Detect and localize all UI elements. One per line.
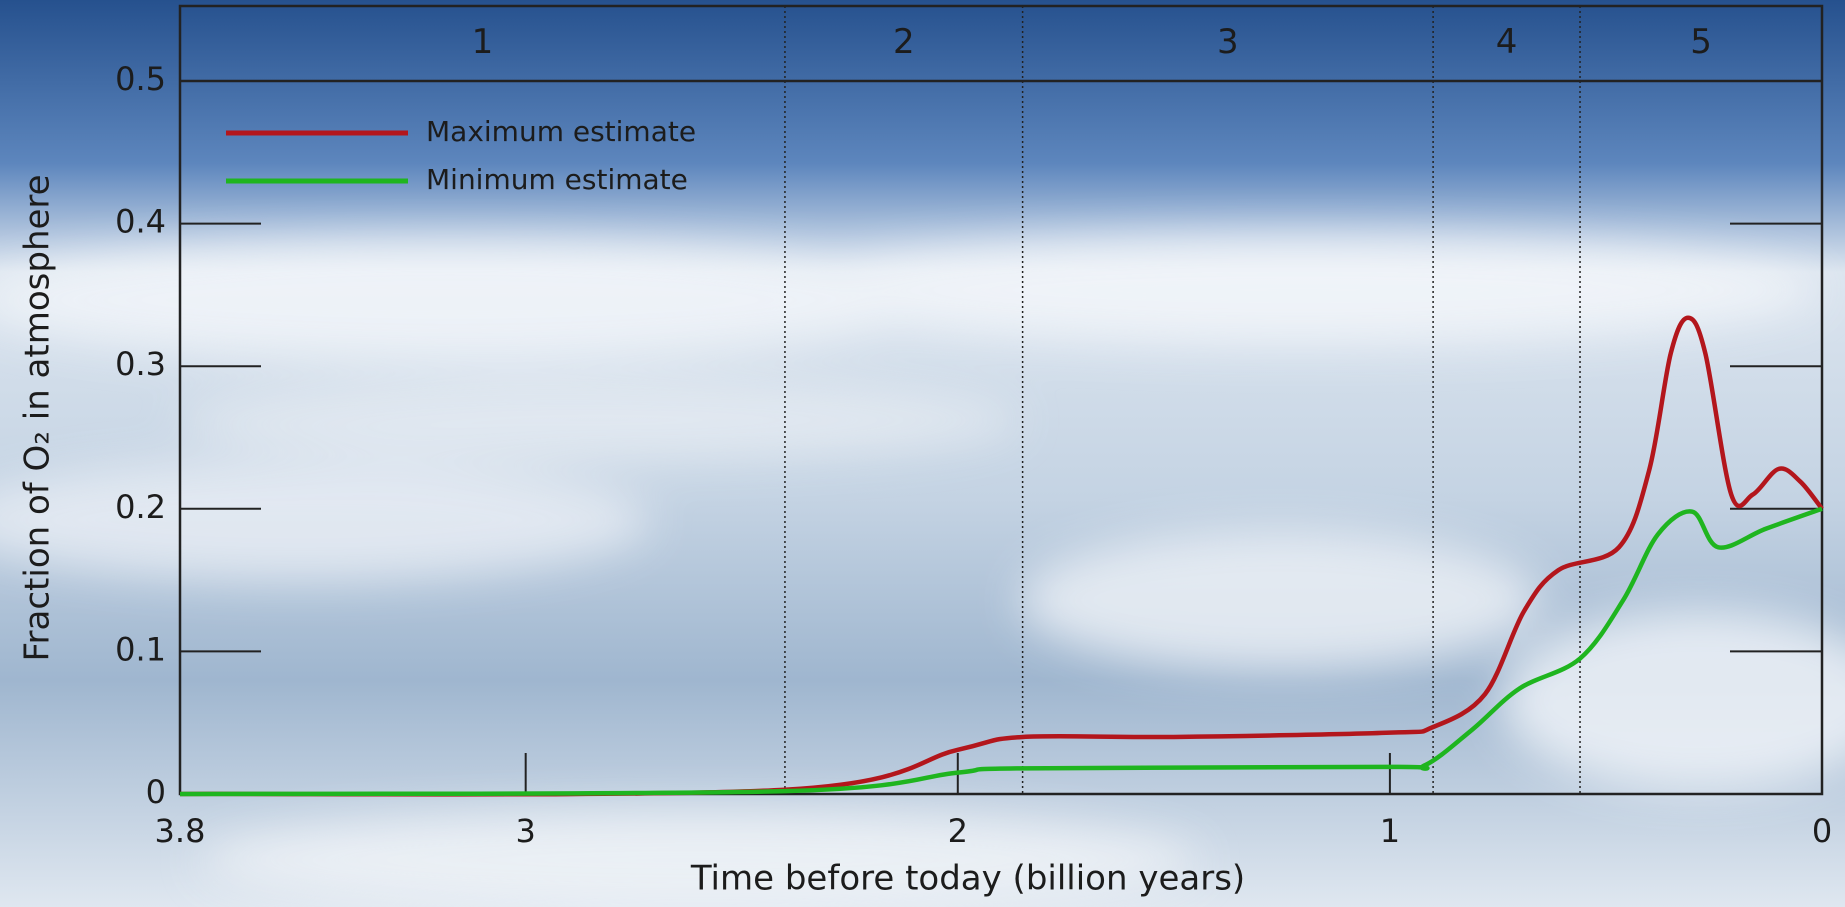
x-axis-title: Time before today (billion years) — [690, 859, 1245, 899]
stage-label: 5 — [1690, 22, 1712, 62]
x-tick-label: 2 — [948, 812, 968, 850]
stage-label: 2 — [893, 22, 915, 62]
x-tick-label: 1 — [1380, 812, 1400, 850]
stage-label: 4 — [1496, 22, 1518, 62]
series-line — [179, 506, 1823, 797]
y-axis-title: Fraction of O₂ in atmosphere — [18, 174, 58, 661]
x-tick-label: 3.8 — [155, 812, 206, 850]
x-tick-label: 0 — [1812, 812, 1832, 850]
stage-label: 3 — [1217, 22, 1239, 62]
series-line — [179, 315, 1824, 797]
legend-label: Maximum estimate — [426, 115, 696, 148]
y-tick-label: 0 — [146, 773, 166, 811]
plot-frame — [178, 4, 1824, 796]
y-tick-label: 0.1 — [115, 630, 166, 668]
x-tick-label: 3 — [516, 812, 536, 850]
y-tick-label: 0.2 — [115, 488, 166, 526]
y-tick-label: 0.3 — [115, 345, 166, 383]
stage-label: 1 — [472, 22, 494, 62]
clouds — [0, 235, 1845, 907]
y-tick-label: 0.4 — [115, 203, 166, 241]
y-tick-label: 0.5 — [115, 60, 166, 98]
legend-label: Minimum estimate — [426, 163, 688, 196]
